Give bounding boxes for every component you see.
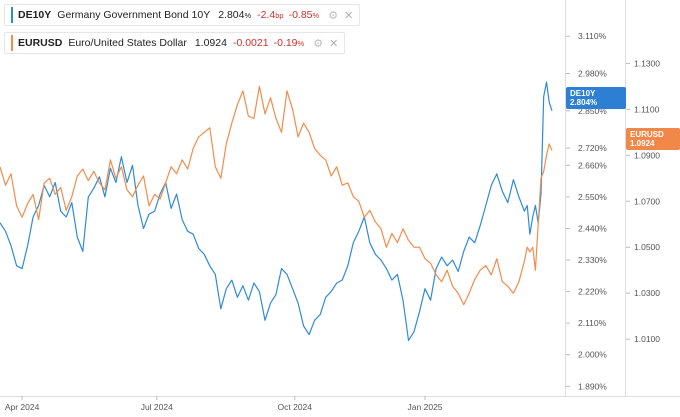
time-tick-label: Apr 2024 [5,402,40,412]
legend-eurusd-value: 1.0924 [194,37,227,49]
legend-eurusd-name: Euro/United States Dollar [68,37,187,49]
eurusd-badge-symbol: EURUSD [630,130,664,139]
eurusd-price-badge: EURUSD 1.0924 [626,128,680,150]
right-price-axis[interactable]: 1.1300 1.1100 1.0900 1.0700 1.0500 1.0300 1.01… [625,0,661,396]
right-tick-label: 1.0300 [634,288,660,298]
left-tick-label: 2.550% [578,192,607,202]
legend-eurusd[interactable]: EURUSD Euro/United States Dollar 1.0924 … [4,32,346,54]
legend-de10y-color [11,7,13,23]
eurusd-badge-value: 1.0924 [630,139,655,148]
time-tick-label: Jul 2024 [141,402,173,412]
settings-icon[interactable]: ⚙ [328,9,339,22]
left-tick-label: 2.220% [578,287,607,297]
right-tick-label: 1.0700 [634,196,660,206]
left-tick-label: 3.110% [578,31,607,41]
right-tick-label: 1.0900 [634,150,660,160]
legend-eurusd-change-pct: -0.19% [273,37,305,49]
settings-icon[interactable]: ⚙ [313,37,324,50]
left-tick-label: 2.660% [578,160,607,170]
right-tick-label: 1.0100 [634,334,660,344]
series-layer [0,81,553,341]
legend-de10y-symbol[interactable]: DE10Y [18,9,52,21]
legend-eurusd-color [11,35,13,51]
right-tick-label: 1.1300 [634,58,660,68]
legend-de10y[interactable]: DE10Y Germany Government Bond 10Y 2.804%… [4,4,361,26]
left-tick-label: 2.000% [578,350,607,360]
time-tick-label: Jan 2025 [408,402,443,412]
left-tick-label: 2.720% [578,143,607,153]
de10y-badge-value: 2.804% [570,98,598,107]
series-line-eurusd[interactable] [0,85,553,306]
close-icon[interactable]: ✕ [344,9,354,22]
legend-de10y-change: -2.4bp [257,9,284,21]
de10y-price-badge: DE10Y 2.804% [566,87,626,109]
left-tick-label: 2.110% [578,318,607,328]
de10y-badge-symbol: DE10Y [570,89,596,98]
left-tick-label: 1.890% [578,381,607,391]
legend-de10y-name: Germany Government Bond 10Y [57,9,211,21]
left-tick-label: 2.850% [578,106,607,116]
left-tick-label: 2.330% [578,255,607,265]
time-axis[interactable]: Apr 2024 Jul 2024 Oct 2024 Jan 2025 [0,396,680,412]
close-icon[interactable]: ✕ [329,37,339,50]
legend-eurusd-symbol[interactable]: EURUSD [18,37,63,49]
legend-eurusd-change: -0.0021 [232,37,269,49]
legend-de10y-change-pct: -0.85% [288,9,320,21]
right-tick-label: 1.1100 [634,104,660,114]
legend-de10y-value: 2.804% [218,9,252,21]
left-tick-label: 2.980% [578,69,607,79]
time-tick-label: Oct 2024 [278,402,313,412]
left-tick-label: 2.440% [578,223,607,233]
right-tick-label: 1.0500 [634,242,660,252]
left-price-axis[interactable]: 3.110% 2.980% 2.850% 2.720% 2.660% 2.550% 2.44… [565,0,608,396]
series-line-de10y[interactable] [0,81,553,341]
